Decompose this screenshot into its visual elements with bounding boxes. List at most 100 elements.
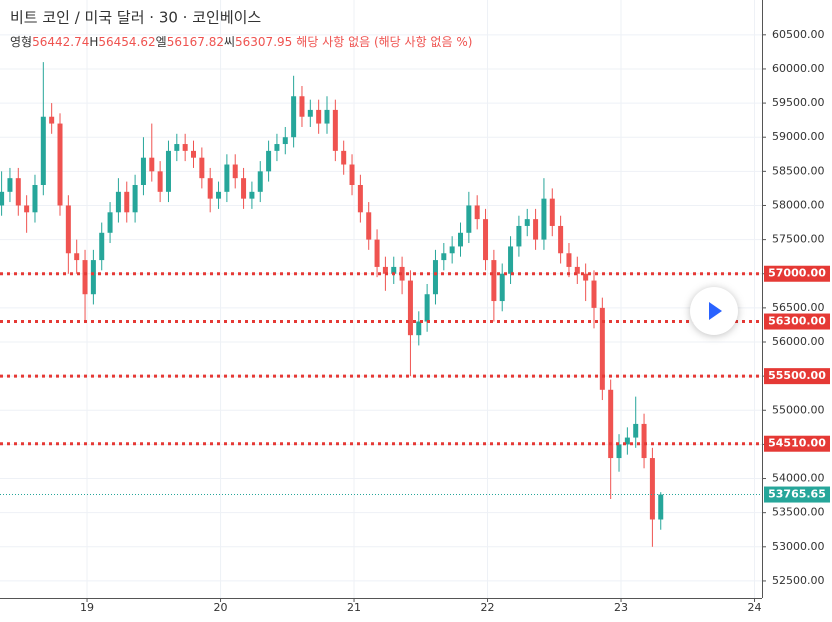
candle-body	[499, 273, 505, 302]
level-label: 55500.00	[768, 369, 826, 382]
candle-body	[524, 219, 530, 226]
candle-body	[616, 444, 622, 459]
candle-body	[107, 212, 113, 233]
level-label: 56300.00	[768, 315, 826, 328]
level-box	[764, 313, 830, 330]
candle-body	[541, 198, 547, 240]
level-box	[764, 265, 830, 282]
candle-body	[374, 239, 380, 267]
candle-body	[466, 205, 472, 233]
candle-body	[416, 321, 422, 336]
candle-body	[583, 273, 589, 281]
candle-body	[549, 198, 555, 226]
x-tick-label: 19	[80, 601, 94, 614]
y-tick-label: 53500.00	[772, 506, 825, 519]
candle-body	[90, 260, 96, 295]
candle-body	[157, 171, 163, 192]
legend-label: 영형	[10, 35, 32, 49]
legend-value: 56307.95	[235, 35, 292, 49]
y-tick-label: 60000.00	[772, 62, 825, 75]
candle-body	[0, 191, 5, 206]
play-icon[interactable]	[709, 302, 722, 320]
candle-body	[533, 219, 539, 240]
y-tick-label: 52500.00	[772, 574, 825, 587]
candle-body	[307, 109, 313, 117]
candle-body	[566, 253, 572, 267]
x-tick-label: 23	[614, 601, 628, 614]
candle-body	[391, 266, 397, 274]
y-tick-label: 59000.00	[772, 130, 825, 143]
candle-body	[399, 266, 405, 281]
candle-body	[558, 225, 564, 254]
candle-body	[424, 294, 430, 322]
candle-body	[32, 184, 38, 213]
legend-note: 해당 사항 없음 (해당 사항 없음 %)	[296, 35, 472, 49]
candle-body	[274, 144, 280, 151]
y-tick-label: 57500.00	[772, 233, 825, 246]
level-label: 57000.00	[768, 267, 826, 280]
candle-body	[649, 458, 655, 520]
candle-body	[249, 191, 255, 199]
candle-body	[199, 157, 205, 179]
candle-body	[207, 178, 213, 199]
candle-body	[608, 389, 614, 459]
y-tick-label: 56500.00	[772, 301, 825, 314]
y-tick-label: 53000.00	[772, 540, 825, 553]
last-price-label: 53765.65	[768, 488, 826, 501]
x-tick-label: 21	[347, 601, 361, 614]
candle-body	[140, 157, 146, 185]
level-label: 54510.00	[768, 437, 826, 450]
axis-layer: 52500.0053000.0053500.0054000.0054500.00…	[80, 28, 830, 614]
candle-body	[382, 266, 388, 274]
last-price-box	[764, 486, 830, 503]
chart-title: 비트 코인 / 미국 달러 · 30 · 코인베이스	[10, 9, 261, 27]
candle-body	[99, 232, 105, 261]
candle-body	[82, 260, 88, 295]
candle-body	[407, 280, 413, 336]
candle-body	[591, 280, 597, 308]
legend-value: 56442.74	[32, 35, 89, 49]
y-tick-label: 56000.00	[772, 335, 825, 348]
plot-layer	[0, 62, 762, 547]
candle-body	[165, 150, 171, 192]
candle-body	[149, 157, 155, 172]
candle-body	[132, 184, 138, 213]
legend-label: H	[89, 35, 98, 49]
candle-body	[174, 144, 180, 151]
x-tick-label: 20	[214, 601, 228, 614]
candle-body	[366, 212, 372, 240]
y-tick-label: 58000.00	[772, 198, 825, 211]
candle-body	[57, 123, 63, 206]
candle-body	[15, 178, 21, 206]
candle-body	[115, 191, 121, 213]
legend-label: 씨	[224, 35, 235, 49]
candle-body	[491, 260, 497, 302]
y-tick-label: 60500.00	[772, 28, 825, 41]
y-tick-label: 58500.00	[772, 164, 825, 177]
x-tick-label: 22	[481, 601, 495, 614]
candle-body	[191, 150, 197, 158]
candle-body	[7, 178, 13, 192]
candle-body	[441, 253, 447, 261]
candle-body	[24, 205, 30, 213]
candle-body	[124, 191, 130, 213]
candle-body	[599, 307, 605, 390]
candle-body	[633, 423, 639, 438]
candle-body	[299, 96, 305, 117]
candle-body	[349, 164, 355, 185]
candle-body	[291, 96, 297, 138]
candle-body	[65, 205, 71, 254]
play-button[interactable]	[690, 287, 738, 335]
candle-body	[282, 137, 288, 145]
candle-body	[266, 150, 272, 172]
candle-body	[432, 260, 438, 295]
candle-body	[483, 219, 489, 261]
candle-body	[316, 109, 322, 124]
candle-body	[457, 232, 464, 247]
legend-label: 엘	[156, 35, 167, 49]
candle-body	[449, 246, 455, 254]
ohlc-legend: 영형56442.74H56454.62엘56167.82씨56307.95 해당 …	[10, 35, 472, 49]
candle-body	[74, 253, 80, 261]
